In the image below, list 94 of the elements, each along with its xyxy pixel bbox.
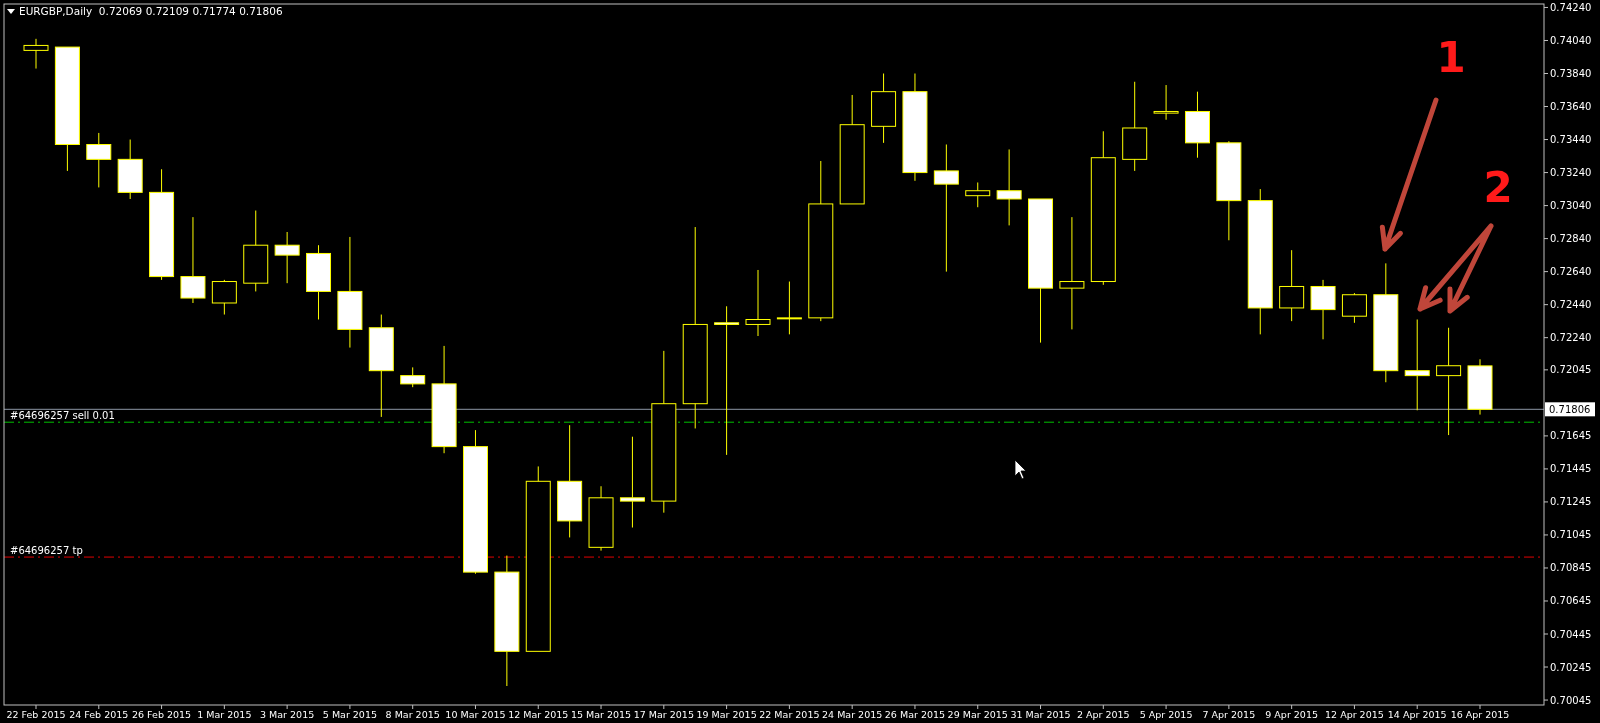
x-tick-label: 26 Feb 2015	[132, 709, 192, 720]
x-tick-label: 24 Mar 2015	[822, 709, 883, 720]
candlestick	[211, 279, 237, 316]
y-tick-label: 0.71445	[1550, 463, 1592, 475]
x-tick-label: 7 Apr 2015	[1202, 709, 1256, 720]
candlestick	[745, 269, 771, 337]
candlestick	[808, 160, 834, 322]
candlestick	[965, 181, 991, 208]
x-tick-label: 29 Mar 2015	[947, 709, 1008, 720]
x-tick-label: 5 Mar 2015	[322, 709, 378, 720]
x-tick-label: 12 Mar 2015	[508, 709, 569, 720]
y-tick-label: 0.73640	[1550, 101, 1592, 113]
x-tick-label: 9 Apr 2015	[1265, 709, 1318, 720]
candlestick	[871, 73, 897, 144]
candlestick	[274, 231, 300, 284]
y-tick-label: 0.73840	[1550, 68, 1592, 80]
candlestick	[557, 424, 583, 538]
y-tick-label: 0.74040	[1550, 34, 1592, 46]
x-tick-label: 15 Mar 2015	[570, 709, 632, 720]
candlestick	[368, 314, 394, 418]
x-tick-label: 31 Mar 2015	[1010, 709, 1071, 720]
candlestick	[619, 436, 645, 529]
candlestick	[494, 555, 520, 687]
y-tick-label: 0.72045	[1550, 364, 1592, 376]
candlestick	[431, 345, 457, 454]
candlestick	[714, 305, 740, 456]
y-tick-label: 0.73440	[1550, 134, 1592, 146]
x-tick-label: 24 Feb 2015	[69, 709, 129, 720]
x-tick-label: 8 Mar 2015	[385, 709, 440, 720]
y-tick-label: 0.73240	[1550, 167, 1592, 179]
candlestick	[1341, 292, 1367, 324]
candlestick	[1247, 188, 1273, 335]
candlestick	[86, 132, 112, 188]
y-tick-label: 0.70245	[1550, 661, 1592, 673]
candlestick	[180, 216, 206, 304]
candlestick	[996, 148, 1022, 226]
candlestick	[1404, 319, 1430, 411]
chart-title: EURGBP,Daily 0.72069 0.72109 0.71774 0.71806	[19, 5, 283, 17]
x-tick-label: 16 Apr 2015	[1450, 709, 1510, 720]
x-tick-label: 26 Mar 2015	[884, 709, 946, 720]
candlestick	[1310, 279, 1336, 340]
candlestick	[682, 226, 708, 429]
candlestick	[1122, 81, 1148, 172]
ref-line-label: #64696257 sell 0.01	[10, 410, 115, 422]
y-tick-label: 0.72840	[1550, 233, 1592, 245]
y-tick-label: 0.70445	[1550, 628, 1592, 640]
y-tick-label: 0.71245	[1550, 496, 1592, 508]
candlestick	[1279, 249, 1305, 322]
candlestick	[1373, 262, 1399, 383]
candlestick	[1184, 91, 1210, 159]
x-tick-label: 14 Apr 2015	[1387, 709, 1447, 720]
candlestick	[306, 244, 332, 320]
x-tick-label: 10 Mar 2015	[445, 709, 506, 720]
annotation: 1	[1436, 32, 1466, 82]
x-tick-label: 22 Mar 2015	[759, 709, 820, 720]
x-tick-label: 5 Apr 2015	[1139, 709, 1193, 720]
y-tick-label: 0.71045	[1550, 529, 1592, 541]
ref-line-label: #64696257 tp	[10, 545, 83, 557]
x-tick-label: 19 Mar 2015	[696, 709, 757, 720]
y-tick-label: 0.70845	[1550, 562, 1592, 574]
y-tick-label: 0.74240	[1550, 1, 1592, 13]
candlestick	[933, 144, 959, 273]
y-tick-label: 0.70645	[1550, 595, 1592, 607]
candlestick	[337, 236, 363, 349]
candlestick	[149, 168, 175, 281]
candlestick	[1090, 130, 1116, 286]
x-tick-label: 17 Mar 2015	[633, 709, 694, 720]
x-tick-label: 2 Apr 2015	[1076, 709, 1130, 720]
candlestick	[117, 139, 143, 200]
y-tick-label: 0.71645	[1550, 430, 1592, 442]
y-tick-label: 0.70045	[1550, 694, 1592, 706]
x-tick-label: 3 Mar 2015	[260, 709, 315, 720]
candlestick	[776, 281, 802, 335]
x-tick-label: 1 Mar 2015	[197, 709, 252, 720]
candlestick	[462, 429, 488, 575]
candlestick	[588, 485, 614, 552]
y-tick-label: 0.72440	[1550, 299, 1592, 311]
x-tick-label: 22 Feb 2015	[6, 709, 66, 720]
candlestick	[1153, 84, 1179, 121]
y-tick-label: 0.72240	[1550, 332, 1592, 344]
candlestick	[400, 366, 426, 388]
candlestick	[1436, 327, 1462, 436]
candlestick	[902, 73, 928, 182]
annotation: 2	[1483, 162, 1513, 212]
ref-line-label: 0.71806	[1549, 404, 1591, 416]
candlestick	[1216, 140, 1242, 241]
candlestick	[1059, 216, 1085, 330]
candlestick	[23, 38, 49, 70]
candlestick	[243, 210, 269, 292]
y-tick-label: 0.72640	[1550, 266, 1592, 278]
candlestick	[651, 350, 677, 514]
candlestick	[1467, 358, 1493, 416]
x-tick-label: 12 Apr 2015	[1325, 709, 1384, 720]
y-tick-label: 0.73040	[1550, 200, 1592, 212]
